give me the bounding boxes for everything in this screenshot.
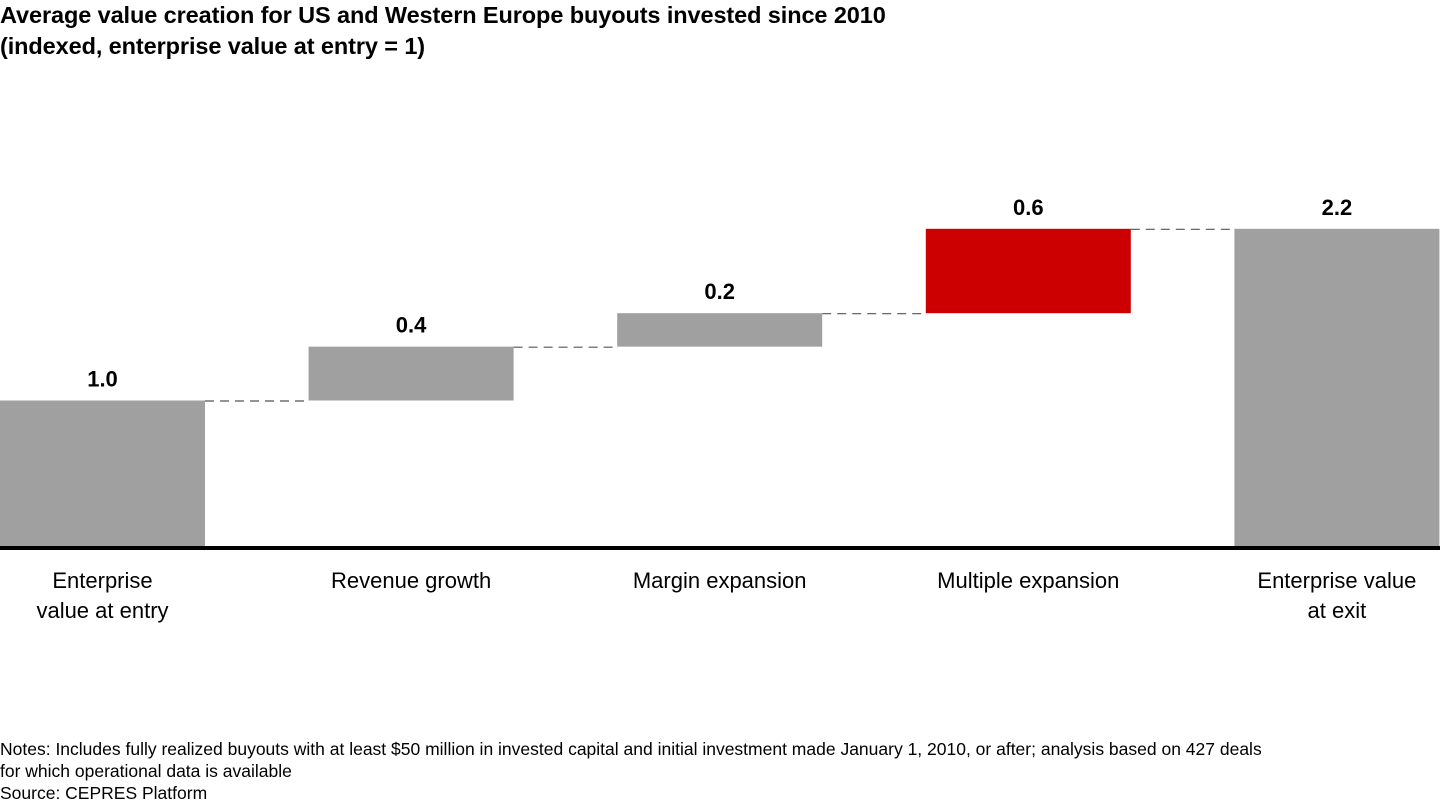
- category-label-4: Enterprise value at exit: [1207, 566, 1440, 626]
- category-label-2: Margin expansion: [590, 566, 850, 596]
- bar-4: [1234, 228, 1440, 546]
- category-label-line: Revenue growth: [330, 568, 492, 593]
- category-label-0: Enterprise value at entry: [0, 566, 233, 626]
- value-label-4: 2.2: [1322, 195, 1353, 220]
- connector-lines: [205, 228, 1235, 402]
- chart-notes: Notes: Includes fully realized buyouts w…: [0, 738, 1440, 804]
- value-label-3: 0.6: [1013, 195, 1044, 220]
- value-label-1: 0.4: [396, 313, 427, 338]
- category-label-line: Margin expansion: [632, 568, 807, 593]
- notes-line-2: for which operational data is available: [0, 761, 292, 781]
- category-label-line: value at entry: [36, 598, 169, 623]
- bar-3: [925, 228, 1131, 314]
- bars-group: [0, 228, 1440, 546]
- category-label-3: Multiple expansion: [898, 566, 1158, 596]
- value-labels-group: 1.0 0.4 0.2 0.6 2.2: [87, 195, 1352, 392]
- notes-line-1: Notes: Includes fully realized buyouts w…: [0, 739, 1262, 759]
- category-label-line: Enterprise value: [1257, 568, 1417, 593]
- category-label-line: Enterprise: [52, 568, 153, 593]
- chart-title: Average value creation for US and Wester…: [0, 0, 1440, 62]
- category-label-1: Revenue growth: [281, 566, 541, 596]
- value-label-0: 1.0: [87, 367, 118, 392]
- bar-1: [308, 346, 514, 401]
- bar-0: [0, 400, 205, 546]
- chart-subtitle: (indexed, enterprise value at entry = 1): [0, 33, 426, 59]
- category-label-line: Multiple expansion: [937, 568, 1120, 593]
- bar-2: [617, 313, 823, 347]
- chart-title-line-1: Average value creation for US and Wester…: [0, 2, 886, 28]
- value-label-2: 0.2: [704, 279, 735, 304]
- category-label-line: at exit: [1307, 598, 1367, 623]
- source-line: Source: CEPRES Platform: [0, 783, 208, 803]
